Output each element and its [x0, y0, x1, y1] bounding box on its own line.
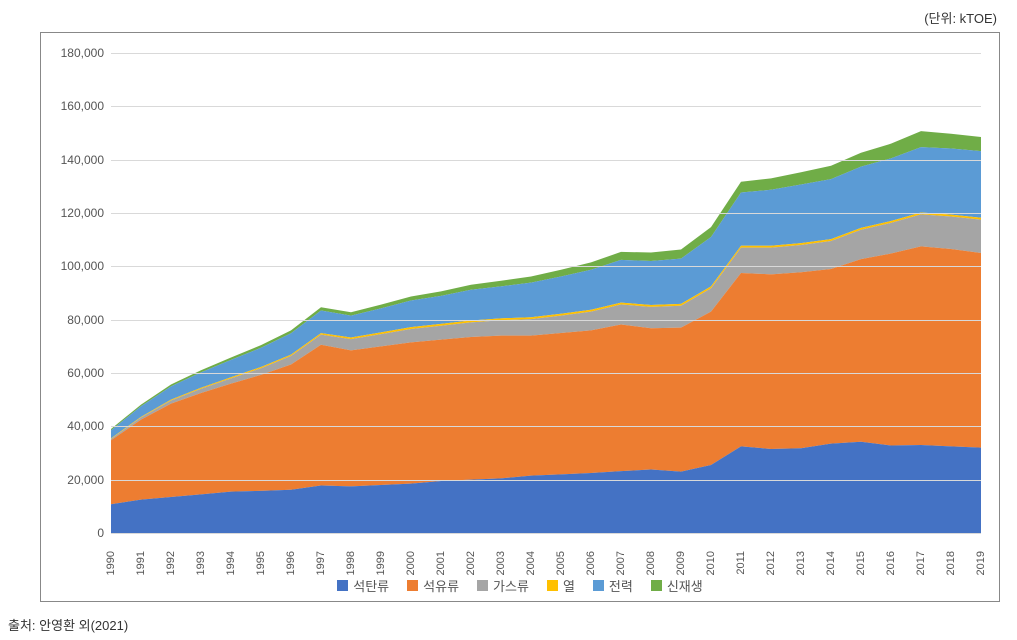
x-tick-label: 2015 — [855, 551, 867, 575]
x-tick-label: 2019 — [975, 551, 987, 575]
x-tick-label: 2003 — [495, 551, 507, 575]
x-tick-label: 2017 — [915, 551, 927, 575]
legend-swatch — [651, 580, 662, 591]
legend-swatch — [477, 580, 488, 591]
chart-frame: 0 20,000 40,000 60,000 80,000 100,000 120,000 1… — [40, 32, 1000, 602]
legend-item: 전력 — [593, 576, 633, 595]
legend-item: 가스류 — [477, 576, 529, 595]
source-citation: 출처: 안영환 외(2021) — [8, 615, 128, 634]
legend-swatch — [337, 580, 348, 591]
x-tick-label: 2008 — [645, 551, 657, 575]
unit-label: (단위: kTOE) — [924, 8, 997, 27]
legend-label: 열 — [563, 576, 575, 595]
x-tick-label: 1990 — [105, 551, 117, 575]
x-tick-label: 1992 — [165, 551, 177, 575]
x-tick-label: 2002 — [465, 551, 477, 575]
legend-item: 석유류 — [407, 576, 459, 595]
x-tick-label: 1995 — [255, 551, 267, 575]
legend-label: 전력 — [609, 576, 633, 595]
grid-line — [111, 160, 981, 161]
grid-line — [111, 53, 981, 54]
x-tick-label: 2001 — [435, 551, 447, 575]
x-tick-label: 2011 — [735, 551, 747, 575]
legend-item: 석탄류 — [337, 576, 389, 595]
grid-line — [111, 373, 981, 374]
y-tick-label: 180,000 — [49, 46, 104, 60]
x-tick-label: 1993 — [195, 551, 207, 575]
legend-label: 석탄류 — [353, 576, 389, 595]
x-tick-label: 1998 — [345, 551, 357, 575]
x-tick-label: 1991 — [135, 551, 147, 575]
x-tick-label: 2012 — [765, 551, 777, 575]
legend-item: 열 — [547, 576, 575, 595]
x-tick-label: 1999 — [375, 551, 387, 575]
legend-label: 석유류 — [423, 576, 459, 595]
y-tick-label: 140,000 — [49, 153, 104, 167]
y-tick-label: 160,000 — [49, 99, 104, 113]
grid-line — [111, 320, 981, 321]
grid-line — [111, 480, 981, 481]
x-tick-label: 2010 — [705, 551, 717, 575]
plot-area: 020,00040,00060,00080,000100,000120,0001… — [111, 53, 981, 533]
grid-line — [111, 213, 981, 214]
grid-line — [111, 426, 981, 427]
chart-legend: 석탄류 석유류 가스류 열 전력 신재생 — [41, 576, 999, 595]
grid-line — [111, 106, 981, 107]
legend-swatch — [593, 580, 604, 591]
x-tick-label: 2007 — [615, 551, 627, 575]
legend-label: 가스류 — [493, 576, 529, 595]
x-tick-label: 1996 — [285, 551, 297, 575]
x-tick-label: 2014 — [825, 551, 837, 575]
y-tick-label: 0 — [49, 526, 104, 540]
x-tick-label: 2000 — [405, 551, 417, 575]
x-tick-label: 2004 — [525, 551, 537, 575]
legend-label: 신재생 — [667, 576, 703, 595]
x-tick-label: 2006 — [585, 551, 597, 575]
y-tick-label: 20,000 — [49, 473, 104, 487]
x-tick-label: 2013 — [795, 551, 807, 575]
y-tick-label: 120,000 — [49, 206, 104, 220]
legend-swatch — [547, 580, 558, 591]
x-tick-label: 1994 — [225, 551, 237, 575]
x-tick-label: 2018 — [945, 551, 957, 575]
y-tick-label: 40,000 — [49, 419, 104, 433]
x-tick-label: 2016 — [885, 551, 897, 575]
legend-swatch — [407, 580, 418, 591]
x-tick-label: 2005 — [555, 551, 567, 575]
y-tick-label: 100,000 — [49, 259, 104, 273]
grid-line — [111, 266, 981, 267]
y-tick-label: 60,000 — [49, 366, 104, 380]
x-tick-label: 2009 — [675, 551, 687, 575]
grid-line — [111, 533, 981, 534]
stacked-area-chart — [111, 53, 981, 533]
y-tick-label: 80,000 — [49, 313, 104, 327]
x-tick-label: 1997 — [315, 551, 327, 575]
legend-item: 신재생 — [651, 576, 703, 595]
